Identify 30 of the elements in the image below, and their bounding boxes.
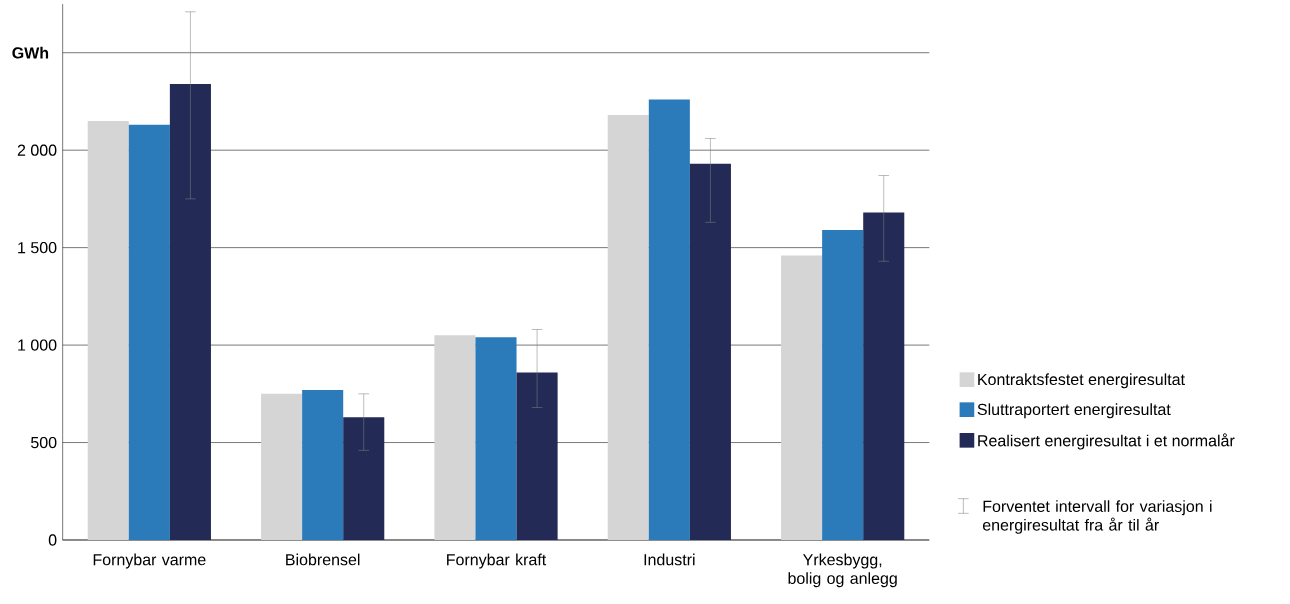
y-tick-label: 1 000 [18, 339, 57, 351]
bar [607, 115, 649, 540]
x-tick-label: Fornybar varme [93, 553, 206, 569]
bar [781, 255, 823, 540]
bar [516, 372, 558, 540]
y-tick-label: 500 [31, 436, 57, 449]
bar [434, 335, 476, 540]
legend-label: Sluttraportert energiresultat [977, 403, 1171, 419]
legend-label: Kontraktsfestet energiresultat [978, 373, 1185, 389]
x-tick-label: Biobrensel [286, 553, 360, 566]
x-tick-label: Industri [644, 553, 695, 566]
bar [261, 393, 303, 540]
bar [343, 417, 385, 540]
bar [863, 212, 905, 540]
y-tick-label: 1 500 [18, 241, 57, 254]
bar [169, 83, 211, 540]
bar [822, 230, 864, 540]
legend-label: Realisert energiresultat i et normalår [978, 433, 1235, 450]
x-tick-label: Fornybar kraft [447, 553, 547, 569]
y-tick-label: 0 [48, 534, 57, 546]
text: Forventet intervall for variasjon i energiresultat fra år til år [982, 500, 1212, 534]
bar [689, 163, 731, 540]
y-axis-title: GWh [12, 46, 49, 59]
bar [475, 337, 517, 540]
bar [302, 389, 344, 540]
x-tick-label: Yrkesbygg, bolig og anlegg [788, 553, 897, 588]
bar [128, 124, 170, 540]
bar [648, 99, 690, 540]
y-tick-label: 2 000 [17, 144, 57, 156]
bar [87, 120, 129, 540]
